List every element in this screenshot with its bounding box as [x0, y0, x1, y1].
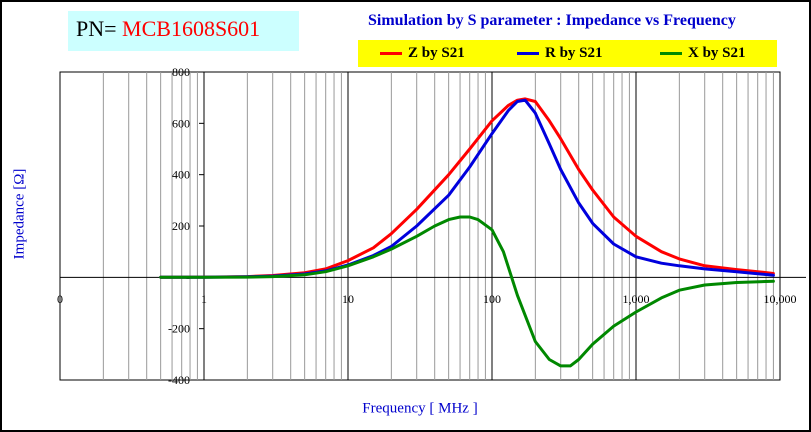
y-tick-label: -400	[168, 373, 190, 387]
series-line-x	[159, 215, 775, 368]
legend-swatch-z	[380, 52, 402, 55]
legend-label-z: Z by S21	[408, 45, 465, 61]
y-tick-label: 800	[172, 65, 190, 79]
legend-label-r: R by S21	[545, 45, 603, 61]
plot-area	[59, 71, 781, 381]
legend-swatch-x	[660, 52, 682, 55]
part-number: PN= MCB1608S601	[76, 16, 260, 42]
legend: Z by S21 R by S21 X by S21	[358, 40, 777, 67]
x-tick-label: 10,000	[764, 292, 797, 306]
y-axis-label: Impedance [Ω]	[11, 168, 28, 260]
chart-title: Simulation by S parameter : Impedance vs…	[368, 12, 736, 29]
series-line-z	[159, 97, 775, 279]
part-number-box	[68, 11, 299, 51]
x-tick-label: 1	[201, 292, 207, 306]
legend-item-x: X by S21	[660, 40, 746, 67]
x-axis-label: Frequency [ MHz ]	[362, 400, 478, 417]
series-layer	[159, 97, 775, 368]
part-number-prefix: PN=	[76, 16, 123, 41]
legend-item-r: R by S21	[517, 40, 603, 67]
y-tick-label: 400	[172, 168, 190, 182]
x-tick-label: 100	[483, 292, 501, 306]
x-tick-label: 1,000	[623, 292, 650, 306]
x-tick-label: 10	[342, 292, 354, 306]
legend-swatch-r	[517, 52, 539, 55]
part-number-value: MCB1608S601	[122, 16, 261, 41]
x-tick-label: 0	[57, 292, 63, 306]
legend-item-z: Z by S21	[380, 40, 465, 67]
y-tick-label: 600	[172, 116, 190, 130]
y-tick-label: 200	[172, 219, 190, 233]
series-line-r	[159, 98, 775, 279]
grid-layer	[102, 72, 774, 380]
y-tick-label: -200	[168, 322, 190, 336]
legend-label-x: X by S21	[688, 45, 746, 61]
